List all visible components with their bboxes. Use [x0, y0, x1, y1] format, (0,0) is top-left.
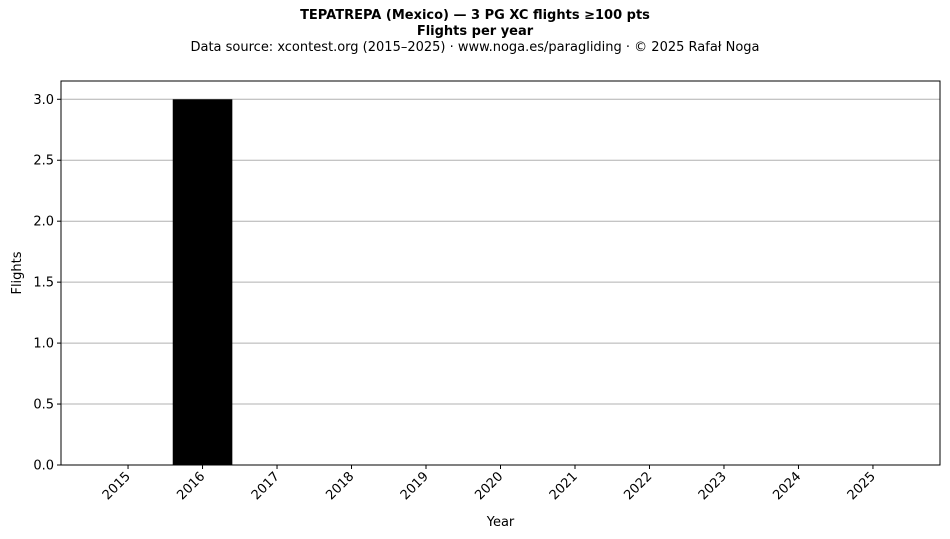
y-tick-label: 3.0 — [33, 93, 54, 108]
x-tick-label: 2020 — [472, 469, 506, 503]
y-axis-label: Flights — [10, 251, 25, 294]
bar-2016 — [172, 99, 233, 466]
x-tick-label: 2019 — [398, 469, 432, 503]
data-source-note: Data source: xcontest.org (2015–2025) · … — [190, 40, 760, 55]
y-tick-label: 2.5 — [33, 154, 54, 169]
y-tick-label: 1.5 — [33, 276, 54, 291]
x-tick-label: 2023 — [696, 469, 730, 503]
chart-title: TEPATREPA (Mexico) — 3 PG XC flights ≥10… — [300, 8, 650, 23]
x-tick-label: 2024 — [770, 469, 804, 503]
x-tick-label: 2017 — [249, 469, 283, 503]
x-tick-label: 2018 — [323, 469, 357, 503]
x-axis-ticks: 2015 2016 2017 2018 2019 2020 2021 2022 2023 2024… — [100, 465, 879, 503]
x-tick-label: 2015 — [100, 469, 134, 503]
y-tick-label: 0.5 — [33, 398, 54, 413]
chart-header: TEPATREPA (Mexico) — 3 PG XC flights ≥10… — [0, 8, 950, 56]
x-tick-label: 2022 — [621, 469, 655, 503]
chart-subtitle-heading: Flights per year — [416, 24, 534, 39]
x-tick-label: 2021 — [547, 469, 581, 503]
y-axis-ticks: 0.0 0.5 1.0 1.5 2.0 2.5 3.0 — [33, 93, 61, 474]
x-axis-label: Year — [486, 515, 515, 530]
y-tick-label: 0.0 — [33, 459, 54, 474]
x-tick-label: 2016 — [174, 469, 208, 503]
x-tick-label: 2025 — [845, 469, 879, 503]
y-tick-label: 2.0 — [33, 215, 54, 230]
y-tick-label: 1.0 — [33, 337, 54, 352]
bars — [172, 99, 233, 466]
